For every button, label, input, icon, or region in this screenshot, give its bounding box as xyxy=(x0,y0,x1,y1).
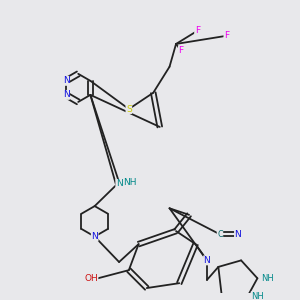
Text: F: F xyxy=(224,31,229,40)
Text: F: F xyxy=(195,26,200,35)
Text: NH: NH xyxy=(124,178,137,187)
Text: NH: NH xyxy=(116,179,129,188)
Text: N: N xyxy=(91,232,98,241)
Text: N: N xyxy=(63,76,69,85)
Text: NH: NH xyxy=(261,274,274,283)
Text: S: S xyxy=(126,104,132,113)
Text: OH: OH xyxy=(84,274,98,283)
Text: F: F xyxy=(178,46,184,55)
Text: NH: NH xyxy=(251,292,264,300)
Text: C: C xyxy=(217,230,223,239)
Text: N: N xyxy=(63,90,69,99)
Text: N: N xyxy=(204,256,210,265)
Text: N: N xyxy=(235,230,241,239)
